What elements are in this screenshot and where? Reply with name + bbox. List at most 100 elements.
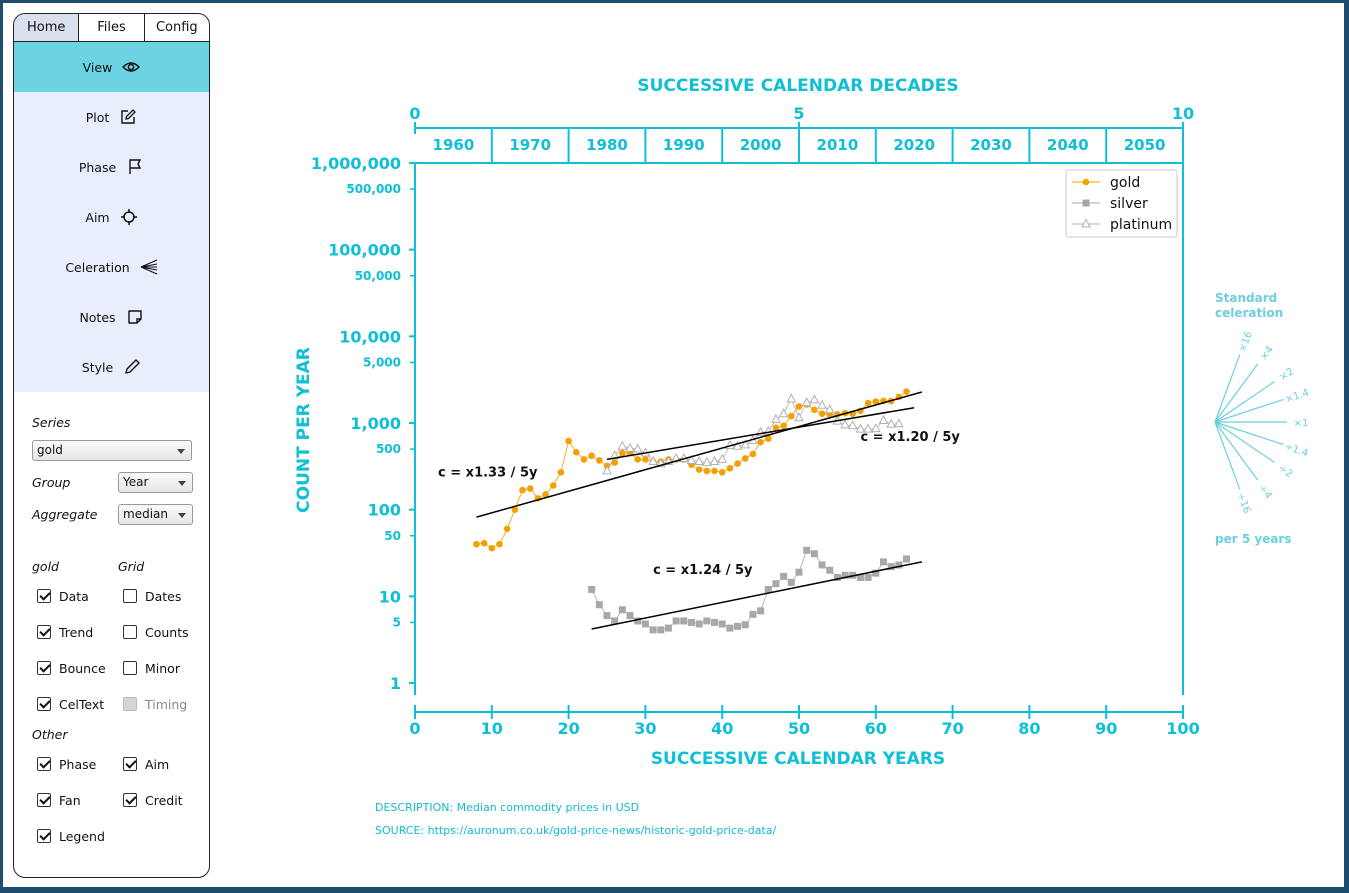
- trend-checkbox[interactable]: [37, 625, 51, 639]
- menu-item-label: Style: [81, 359, 114, 375]
- decade-label: 1990: [663, 136, 705, 154]
- silver-data-point: [618, 606, 626, 614]
- dates-checkbox-label: Dates: [145, 589, 182, 604]
- tab-files[interactable]: Files: [79, 14, 145, 41]
- legend-box: [1065, 169, 1178, 238]
- decade-label: 2010: [817, 136, 859, 154]
- silver-data-point: [856, 573, 864, 581]
- platinum-data-point: [632, 443, 643, 453]
- platinum-data-point: [709, 455, 720, 465]
- decade-label: 1980: [586, 136, 628, 154]
- fan-ray: [1214, 354, 1241, 423]
- decade-label: 2020: [893, 136, 935, 154]
- gold-data-point: [734, 460, 741, 467]
- gold-data-point: [557, 468, 565, 476]
- y-tick-label: 1,000: [350, 414, 401, 433]
- silver-data-point: [626, 612, 634, 620]
- series-select[interactable]: gold: [32, 440, 192, 461]
- flag-icon: [126, 158, 144, 176]
- platinum-trend-line: [606, 406, 915, 461]
- credit-checkbox[interactable]: [123, 793, 137, 807]
- platinum-data-point: [686, 454, 697, 464]
- menu-item-view[interactable]: View: [14, 42, 209, 92]
- menu-item-notes[interactable]: Notes: [14, 292, 209, 342]
- menu-item-label: Notes: [79, 309, 116, 325]
- group-select[interactable]: Year: [118, 472, 193, 493]
- tab-config[interactable]: Config: [155, 20, 198, 35]
- platinum-data-point: [817, 399, 827, 409]
- y-tick-label: 10: [379, 587, 401, 606]
- dates-checkbox[interactable]: [123, 589, 137, 603]
- menu-item-aim[interactable]: Aim: [14, 192, 209, 242]
- x-tick-label: 80: [1018, 719, 1040, 738]
- fan-icon: [140, 258, 158, 276]
- platinum-data-point: [855, 423, 866, 433]
- data-checkbox[interactable]: [37, 589, 51, 603]
- celtext-checkbox-label: CelText: [59, 697, 105, 712]
- silver-data-point: [695, 620, 703, 628]
- platinum-data-point: [648, 455, 658, 465]
- silver-data-point: [879, 558, 887, 566]
- silver-data-point: [795, 568, 803, 576]
- silver-data-point: [680, 617, 688, 625]
- silver-data-point: [734, 622, 742, 630]
- fan-footer: per 5 years: [1215, 532, 1291, 546]
- fan-checkbox[interactable]: [37, 793, 51, 807]
- silver-data-point: [810, 550, 818, 558]
- gold-data-point: [726, 465, 734, 472]
- platinum-data-point: [778, 408, 789, 418]
- gold-data-point: [588, 452, 595, 459]
- menu-item-celeration[interactable]: Celeration: [14, 242, 209, 292]
- tab-bar: Home Files Config: [14, 14, 209, 42]
- fan-ray-label: ÷2: [1276, 463, 1294, 480]
- silver-data-point: [595, 601, 603, 609]
- legend-checkbox[interactable]: [37, 829, 51, 843]
- x-tick-label: 90: [1095, 719, 1117, 738]
- fan-ray-label: ÷1.4: [1283, 441, 1310, 459]
- aim-checkbox[interactable]: [123, 757, 137, 771]
- silver-data-point: [718, 620, 726, 628]
- menu-item-style[interactable]: Style: [14, 342, 209, 392]
- gold-data-point: [542, 491, 549, 498]
- legend-checkbox-label: Legend: [59, 829, 105, 844]
- menu-item-phase[interactable]: Phase: [14, 142, 209, 192]
- bounce-checkbox-label: Bounce: [59, 661, 106, 676]
- minor-checkbox[interactable]: [123, 661, 137, 675]
- bounce-checkbox[interactable]: [37, 661, 51, 675]
- silver-data-point: [787, 578, 795, 586]
- chart-legend[interactable]: gold silver platinum: [1065, 169, 1178, 238]
- menu-item-label: Aim: [85, 209, 110, 225]
- gold-data-point: [795, 403, 803, 410]
- counts-checkbox[interactable]: [123, 625, 137, 639]
- gold-data-point: [864, 399, 872, 407]
- silver-data-point: [649, 626, 657, 634]
- celtext-checkbox[interactable]: [37, 697, 51, 711]
- decade-label: 1960: [433, 136, 475, 154]
- fan-ray: [1214, 398, 1284, 423]
- top-axis-title: SUCCESSIVE CALENDAR DECADES: [637, 76, 958, 96]
- silver-data-point: [841, 571, 849, 579]
- gold-data-point: [695, 466, 703, 473]
- platinum-data-point: [786, 393, 797, 403]
- aggregate-select[interactable]: median: [118, 504, 193, 525]
- edit-icon: [119, 108, 137, 126]
- platinum-data-point: [625, 442, 635, 452]
- tab-home[interactable]: Home: [14, 14, 80, 41]
- gold-data-point: [703, 467, 711, 475]
- menu-item-plot[interactable]: Plot: [14, 92, 209, 142]
- silver-data-point: [864, 573, 872, 581]
- platinum-data-point: [878, 414, 889, 424]
- silver-data-point: [687, 618, 695, 626]
- x-tick-label: 40: [711, 719, 733, 738]
- silver-data-point: [757, 607, 765, 615]
- chevron-down-icon: [178, 481, 186, 486]
- phase-checkbox[interactable]: [37, 757, 51, 771]
- silver-data-point: [826, 566, 834, 574]
- x-tick-label: 60: [865, 719, 887, 738]
- top-tick-label: 5: [793, 104, 804, 123]
- menu-item-label: Plot: [85, 109, 110, 125]
- y-tick-label: 1: [390, 674, 401, 693]
- silver-data-point: [588, 585, 596, 593]
